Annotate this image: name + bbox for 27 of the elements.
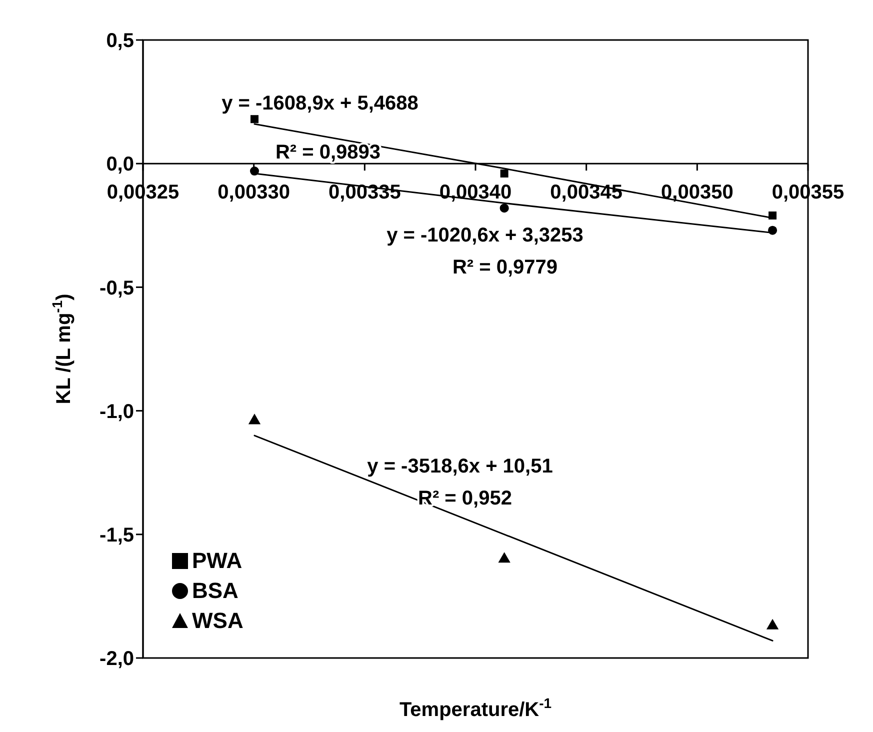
x-tick-label: 0,00345 bbox=[550, 182, 622, 204]
y-tick-label: -2,0 bbox=[100, 648, 134, 670]
x-axis-title: Temperature/K$^{-1}$ bbox=[399, 695, 552, 721]
y-tick-label: -1,5 bbox=[100, 524, 134, 546]
point bbox=[500, 204, 509, 213]
x-tick-label: 0,00340 bbox=[439, 182, 512, 204]
x-tick-label: 0,00330 bbox=[218, 182, 290, 204]
annotation: R² = 0,9779 bbox=[452, 256, 558, 278]
annotation: R² = 0,952 bbox=[418, 487, 512, 510]
annotation: y = -3518,6x + 10,51 bbox=[367, 455, 553, 478]
y-tick-label: -0,5 bbox=[100, 277, 134, 300]
point bbox=[766, 618, 779, 630]
annotation: y = -1020,6x + 3,3253 bbox=[386, 224, 584, 246]
point bbox=[248, 414, 261, 424]
point bbox=[768, 212, 777, 220]
point bbox=[250, 115, 258, 124]
annotation: R² = 0,9893 bbox=[275, 141, 381, 164]
point bbox=[498, 552, 510, 563]
legend-label: BSA bbox=[192, 577, 238, 605]
annotation: y = -1608,9x + 5,4688 bbox=[222, 92, 418, 114]
legend-label: WSA bbox=[192, 607, 244, 635]
x-tick-label: 0,00350 bbox=[661, 182, 734, 204]
y-tick-label: -1,0 bbox=[100, 400, 134, 423]
y-tick-label: 0,5 bbox=[106, 30, 134, 52]
point bbox=[500, 169, 508, 178]
y-tick-label: 0,0 bbox=[106, 154, 134, 176]
legend-label: PWA bbox=[192, 547, 242, 575]
